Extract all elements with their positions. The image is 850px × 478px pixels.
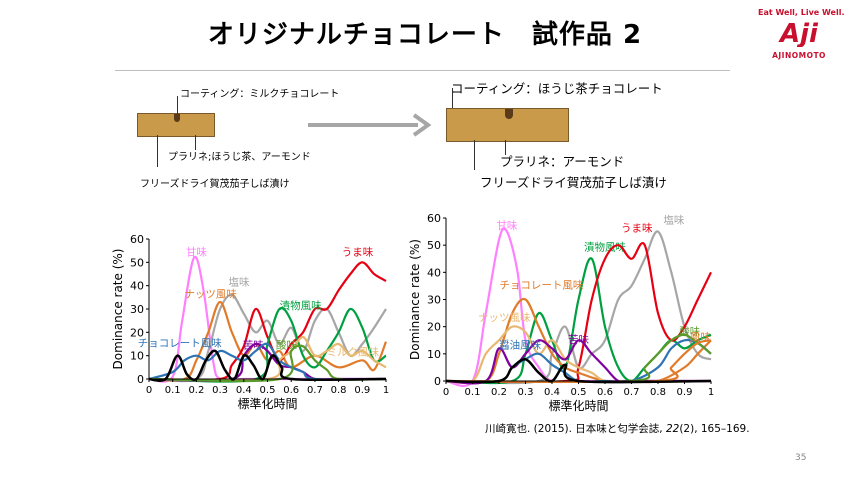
x-tick-label: 0 [443,387,449,398]
x-tick-label: 0.6 [283,385,299,396]
y-tick-label: 10 [130,350,144,363]
x-tick-label: 0.3 [518,387,534,398]
y-tick-label: 40 [427,266,441,279]
series-label-3: 漬物風味 [584,241,626,254]
x-tick-label: 0.8 [331,385,347,396]
series-label-9: 酸味 [276,339,297,352]
left-coating-label: コーティング：ミルクチョコレート [180,89,340,100]
right-coating-leader [452,88,453,108]
x-tick-label: 0.2 [188,385,204,396]
series-line-2 [445,230,712,385]
series-line-7 [148,342,387,381]
series-line-1 [445,227,711,388]
y-tick-label: 20 [427,321,441,334]
y-tick-label: 0 [137,373,144,386]
citation-prefix: 川崎寛也. (2015). 日本味と匂学会誌, [485,423,666,435]
y-tick-label: 10 [427,348,441,361]
right-praline-label: プラリネ：アーモンド [500,154,625,169]
x-tick-label: 0.9 [354,385,370,396]
logo-brand: AJINOMOTO [772,51,826,60]
page-number: 35 [795,453,807,463]
series-line-3 [148,300,388,382]
y-tick-label: 50 [427,239,441,252]
x-axis-label: 標準化時間 [548,398,608,413]
coating-leader-line [177,96,178,114]
citation-rest: (2), 165–169. [679,423,750,435]
page-title: オリジナルチョコレート 試作品 2 [207,20,643,50]
y-tick-label: 50 [130,256,144,269]
ajinomoto-logo: Eat Well, Live Well. Aji AJINOMOTO [758,8,845,60]
right-coating-label: コーティング：ほうじ茶チョコレート [451,81,663,96]
y-axis-label: Dominance rate (%) [111,249,125,370]
inclusion-leader-line [157,135,158,167]
x-tick-label: 0.7 [307,385,323,396]
series-label-9: 酸味 [679,325,700,338]
series-label-4: うま味 [342,246,374,258]
x-tick-label: 0.2 [491,387,507,398]
x-tick-label: 0.8 [650,387,666,398]
y-tick-label: 40 [130,280,144,293]
x-tick-label: 0.4 [544,387,560,398]
series-label-2: 塩味 [229,276,250,289]
title-divider [115,70,730,71]
praline-leader-line [195,135,196,150]
series-label-5: 漬物風味 [280,299,322,312]
right-praline-leader [505,140,506,155]
x-tick-label: 1 [708,387,714,398]
series-label-2: 塩味 [663,213,684,226]
x-tick-label: 0.4 [236,385,252,396]
series-label-8: 醤油風味 [499,338,541,351]
y-tick-label: 60 [130,233,144,246]
x-tick-label: 0.1 [165,385,181,396]
y-tick-label: 60 [427,212,441,225]
chocolate-sample-left [137,113,215,137]
series-line-10 [445,339,712,384]
y-tick-label: 0 [434,375,441,388]
x-tick-label: 0.1 [465,387,481,398]
y-tick-label: 30 [130,303,144,316]
series-label-5: チョコレート風味 [499,280,583,292]
series-label-1: 甘味 [186,245,207,258]
y-axis-label: Dominance rate (%) [408,239,422,360]
x-axis-label: 標準化時間 [237,396,297,411]
series-label-4: うま味 [621,223,653,235]
right-inclusion-label: フリーズドライ賀茂茄子しば漬け [480,175,667,190]
series-label-3: ナッツ風味 [184,288,237,300]
x-tick-label: 0 [146,385,152,396]
citation: 川崎寛也. (2015). 日本味と匂学会誌, 22(2), 165–169. [485,421,750,436]
logo-tagline: Eat Well, Live Well. [758,8,845,17]
aji-logo-icon: Aji [778,19,819,49]
series-label-6: ナッツ風味 [478,312,531,324]
x-tick-label: 0.7 [624,387,640,398]
series-line-10 [148,349,387,382]
series-label-10: 風味 [690,331,711,343]
x-tick-label: 1 [383,385,389,396]
x-tick-label: 0.5 [571,387,587,398]
y-tick-label: 20 [130,326,144,339]
series-label-1: 甘味 [496,219,517,232]
series-line-8 [148,335,387,382]
series-label-8: ミルク風味 [327,347,380,359]
left-praline-label: プラリネ;ほうじ茶、アーモンド [168,152,311,163]
y-tick-label: 30 [427,294,441,307]
x-tick-label: 0.6 [597,387,613,398]
arrow-shaft [308,123,418,127]
x-tick-label: 0.5 [260,385,276,396]
chocolate-sample-right [446,108,569,142]
series-label-7: チョコレート風味 [138,337,222,349]
x-tick-label: 0.9 [677,387,693,398]
citation-volume: 22 [665,423,680,435]
series-line-9 [148,344,387,383]
arrow-right-icon [412,113,432,137]
left-inclusion-label: フリーズドライ賀茂茄子しば漬け [140,179,290,190]
right-inclusion-leader [474,140,475,170]
x-tick-label: 0.3 [212,385,228,396]
logo-mark: Aji [778,19,819,47]
series-label-7: 苦味 [568,333,589,346]
